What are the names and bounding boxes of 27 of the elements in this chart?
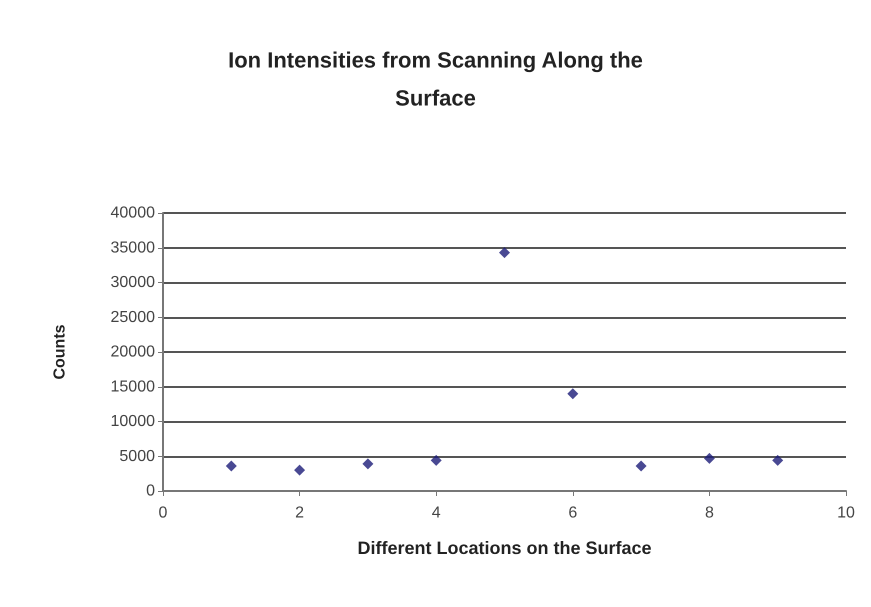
x-axis-title: Different Locations on the Surface bbox=[357, 538, 652, 558]
y-axis-title: Counts bbox=[52, 324, 68, 380]
point bbox=[430, 454, 442, 466]
point bbox=[567, 388, 578, 400]
y-tick-label: 25000 bbox=[110, 308, 156, 326]
x-tick-label: 0 bbox=[158, 504, 168, 522]
y-tick-label: 5000 bbox=[119, 448, 156, 465]
chart-title: Ion Intensities from Scanning Along the Surface bbox=[228, 48, 643, 110]
y-tick-label: 10000 bbox=[110, 413, 156, 430]
y-tick-label: 30000 bbox=[110, 274, 156, 291]
x-tick-label: 2 bbox=[295, 504, 304, 522]
x-tick-label: 4 bbox=[432, 504, 441, 522]
point bbox=[294, 464, 306, 476]
point bbox=[704, 452, 715, 464]
point bbox=[772, 454, 784, 466]
y-tick-label: 35000 bbox=[110, 239, 156, 256]
y-tick-label: 40000 bbox=[110, 204, 156, 222]
y-tick-label: 20000 bbox=[110, 344, 156, 360]
x-tick-label: 6 bbox=[568, 504, 578, 522]
point bbox=[499, 247, 510, 258]
y-tick-label: 0 bbox=[146, 482, 156, 500]
y-tick-label: 15000 bbox=[110, 378, 156, 396]
x-tick-label: 10 bbox=[837, 504, 855, 522]
x-tick-label: 8 bbox=[704, 504, 714, 522]
point bbox=[226, 460, 237, 472]
point bbox=[636, 460, 647, 472]
point bbox=[362, 458, 374, 470]
